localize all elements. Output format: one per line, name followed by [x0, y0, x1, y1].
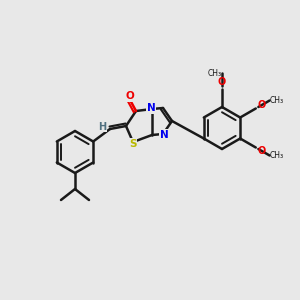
Text: CH₃: CH₃ — [270, 96, 284, 105]
Text: O: O — [258, 100, 266, 110]
Text: N: N — [160, 130, 168, 140]
Text: S: S — [129, 139, 137, 149]
Text: O: O — [218, 77, 226, 87]
Text: CH₃: CH₃ — [208, 68, 222, 77]
Text: O: O — [258, 146, 266, 156]
Text: O: O — [126, 91, 134, 101]
Text: CH₃: CH₃ — [270, 151, 284, 160]
Text: N: N — [147, 103, 155, 113]
Text: H: H — [98, 122, 106, 132]
